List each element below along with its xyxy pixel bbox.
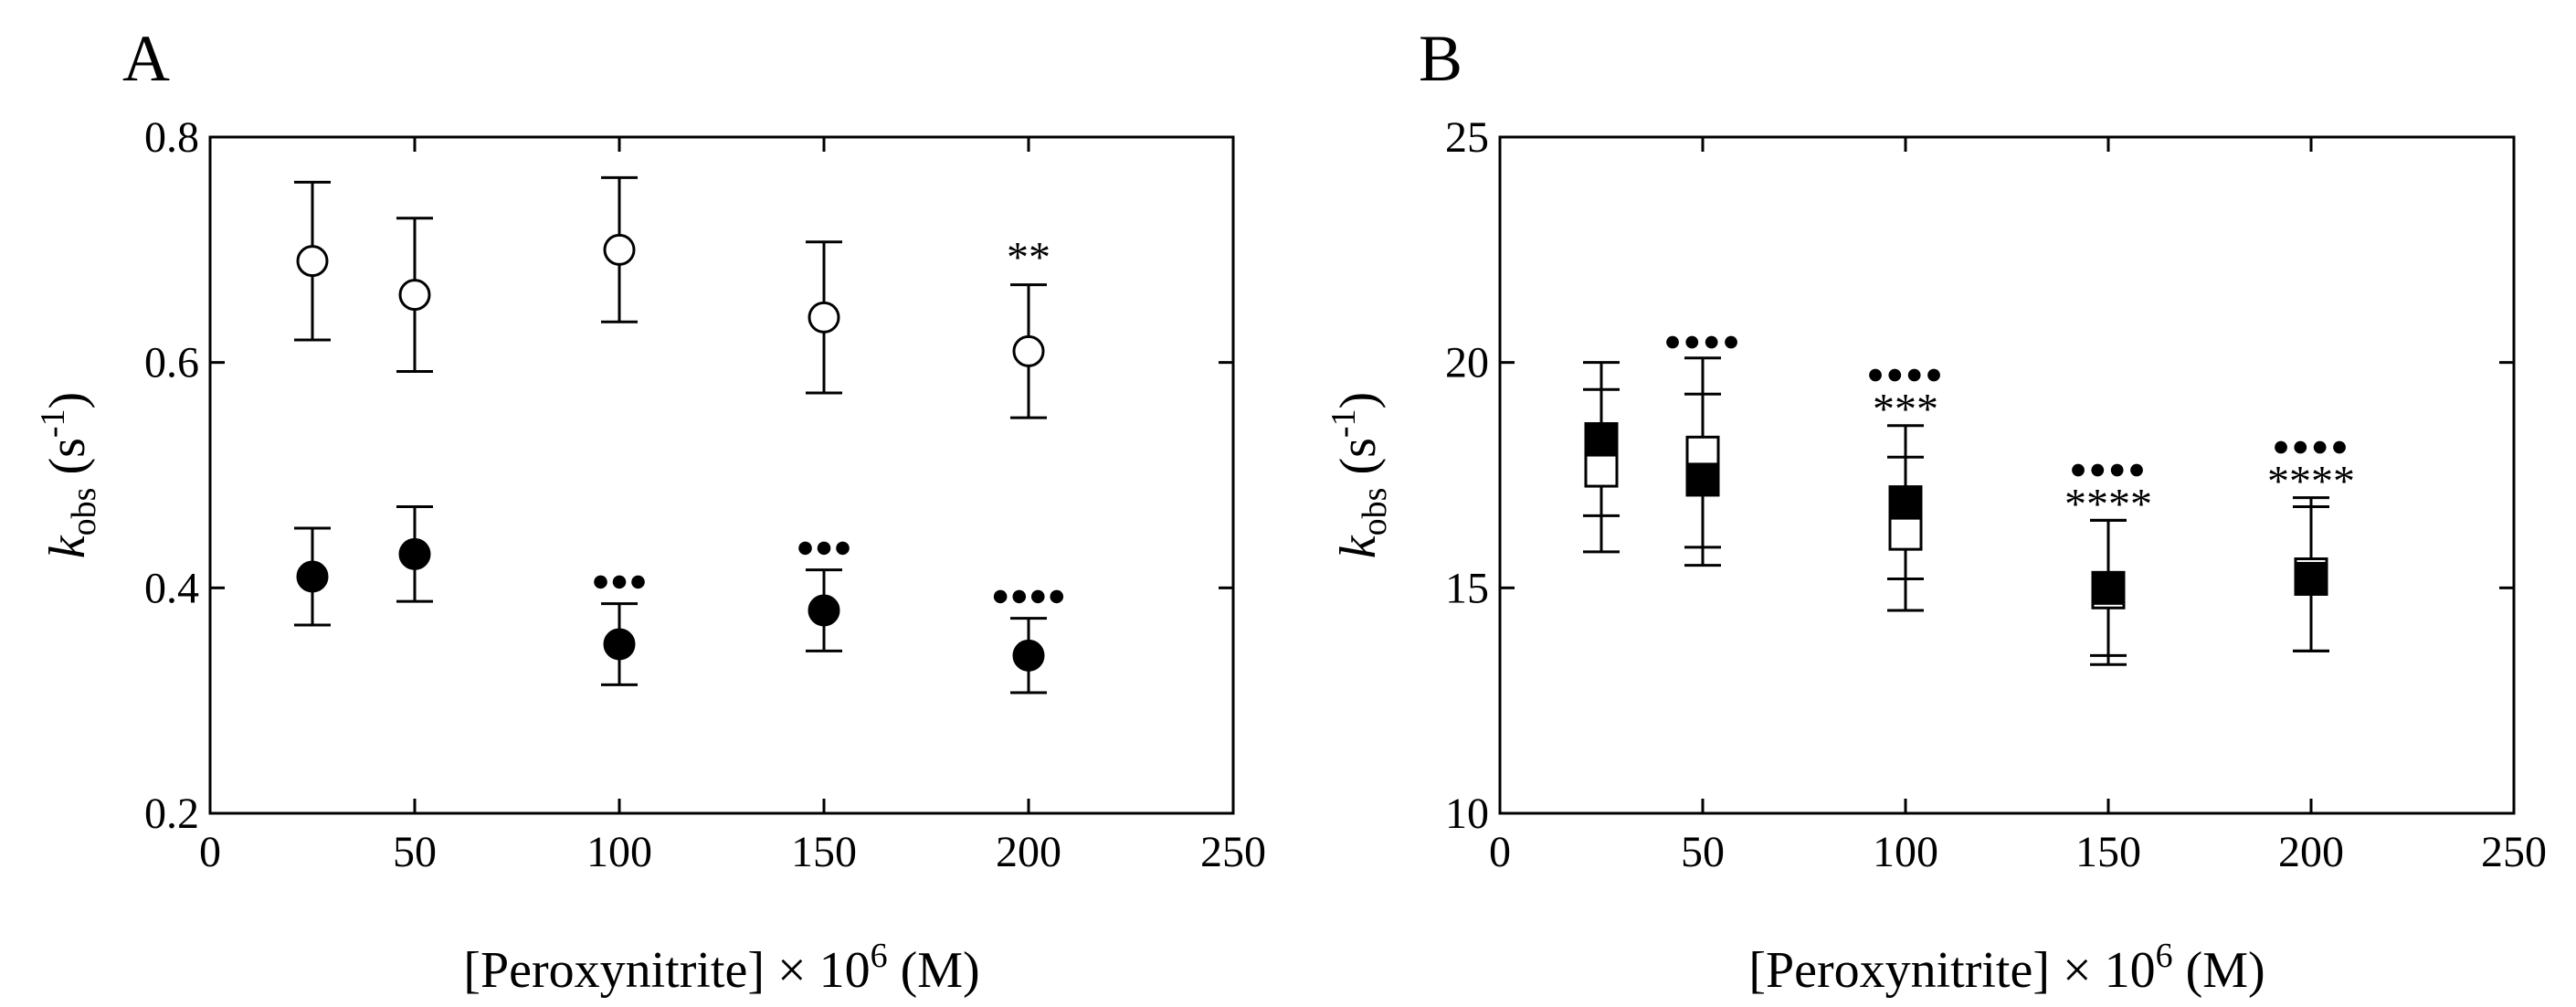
panel-b-annotations: ●●●●***●●●●****●●●● ****●●●● — [1663, 324, 2355, 529]
x-tick-label: 50 — [1681, 828, 1725, 876]
open-square-point — [1888, 516, 1923, 551]
y-tick-label: 25 — [1445, 113, 1489, 162]
y-tick-label: 0.6 — [144, 339, 199, 387]
panel-b-error-bars — [1583, 356, 2329, 666]
panel-a-annotations: **●●●●●●●●●● — [591, 234, 1066, 613]
filled-circle-point — [808, 594, 840, 627]
x-tick-label: 100 — [1873, 828, 1938, 876]
panel-a-x-axis-title: [Peroxynitrite] × 106 (M) — [463, 937, 979, 999]
significance-marker: ●●● — [796, 531, 852, 565]
y-tick-label: 10 — [1445, 790, 1489, 838]
panel-b-x-axis-title: [Peroxynitrite] × 106 (M) — [1748, 937, 2265, 999]
panel-a-markers — [296, 233, 1045, 672]
y-tick-label: 20 — [1445, 339, 1489, 387]
significance-stars: **** — [2064, 480, 2152, 528]
panel-a-y-axis-title: kobs (s-1) — [34, 392, 103, 558]
x-tick-label: 0 — [199, 828, 221, 876]
x-tick-label: 200 — [996, 828, 1061, 876]
panel-b-plot-frame — [1498, 135, 2516, 815]
significance-stars: *** — [1873, 386, 1938, 434]
panel-a-ticks: 0 50 100 150 200 250 0.2 0.4 0.6 0.8 — [144, 113, 1266, 876]
filled-square-point — [1584, 422, 1619, 457]
panel-b-markers — [1584, 422, 2328, 610]
panel-b-ticks: 0 50 100 150 200 250 10 15 20 25 — [1445, 113, 2547, 876]
filled-square-point — [2091, 570, 2126, 605]
y-tick-label: 0.4 — [144, 564, 199, 612]
panel-b-y-axis-title: kobs (s-1) — [1325, 392, 1394, 558]
y-tick-label: 15 — [1445, 564, 1489, 612]
x-tick-label: 150 — [791, 828, 857, 876]
open-circle-point — [398, 279, 431, 312]
y-tick-label: 0.8 — [144, 113, 199, 162]
significance-dots: ●●●● — [2272, 429, 2349, 462]
x-tick-label: 150 — [2075, 828, 2141, 876]
open-circle-point — [603, 233, 636, 266]
significance-stars: **** — [2267, 458, 2355, 506]
filled-circle-point — [398, 537, 431, 570]
x-tick-label: 0 — [1489, 828, 1511, 876]
filled-circle-point — [603, 628, 636, 661]
panel-a-plot-frame — [208, 135, 1235, 815]
y-tick-label: 0.2 — [144, 790, 199, 838]
x-tick-label: 250 — [2481, 828, 2547, 876]
filled-square-point — [1888, 485, 1923, 520]
filled-square-point — [2294, 561, 2328, 596]
open-circle-point — [296, 245, 329, 278]
x-tick-label: 200 — [2278, 828, 2344, 876]
significance-marker: ●●●● — [991, 579, 1066, 613]
open-square-point — [1584, 453, 1619, 488]
filled-circle-point — [296, 560, 329, 593]
open-circle-point — [808, 301, 840, 334]
x-tick-label: 50 — [393, 828, 437, 876]
significance-dots: ●●●● — [2069, 451, 2147, 484]
significance-dots: ●●●● — [1866, 357, 1944, 390]
panel-a-error-bars — [294, 175, 1047, 694]
significance-marker: ** — [1007, 234, 1050, 282]
x-tick-label: 100 — [586, 828, 652, 876]
open-circle-point — [1012, 334, 1045, 367]
filled-square-point — [1685, 462, 1720, 497]
panel-b-label: B — [1419, 22, 1462, 95]
panel-a-label: A — [122, 22, 170, 95]
significance-marker: ●●● — [591, 565, 648, 599]
x-tick-label: 250 — [1200, 828, 1266, 876]
filled-circle-point — [1012, 639, 1045, 672]
significance-dots: ●●●● — [1663, 324, 1741, 357]
